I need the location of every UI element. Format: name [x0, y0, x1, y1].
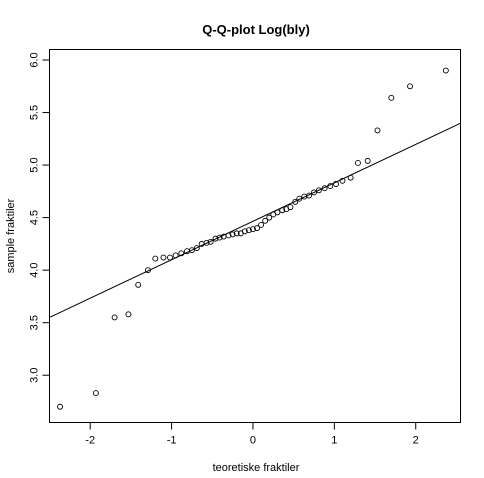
y-tick-label: 5.0 — [29, 157, 41, 172]
data-point — [178, 250, 185, 257]
data-point — [207, 238, 214, 245]
data-point — [327, 183, 334, 190]
data-point — [57, 403, 64, 410]
data-point — [355, 160, 361, 166]
data-point — [266, 214, 273, 221]
y-tick-label: 4.0 — [29, 262, 41, 277]
data-point — [225, 232, 232, 239]
data-point — [374, 127, 381, 134]
data-point — [333, 181, 339, 187]
data-point — [311, 189, 317, 196]
data-point — [262, 217, 269, 224]
data-point — [364, 157, 371, 164]
x-tick-label: -2 — [85, 435, 95, 447]
y-tick-label: 6.0 — [29, 52, 41, 67]
data-point — [315, 187, 322, 194]
data-point — [203, 239, 210, 246]
data-point — [245, 227, 252, 234]
data-point — [172, 252, 179, 259]
x-axis: -2 -1 0 1 2 — [85, 422, 419, 447]
data-point — [125, 311, 132, 318]
data-points — [57, 67, 449, 410]
data-point — [167, 254, 173, 261]
data-point — [135, 281, 142, 288]
y-axis: 3.0 3.5 4.0 4.5 5.0 5.5 6.0 — [29, 52, 50, 383]
x-tick-label: 2 — [413, 435, 419, 447]
y-tick-label: 4.5 — [29, 210, 41, 225]
data-point — [321, 185, 328, 192]
data-point — [287, 204, 294, 211]
data-point — [145, 267, 151, 274]
data-point — [306, 192, 313, 199]
data-point — [292, 198, 299, 205]
y-tick-label: 3.5 — [29, 315, 41, 330]
chart-title: Q-Q-plot Log(bly) — [202, 22, 310, 37]
x-axis-label: teoretiske fraktiler — [213, 462, 300, 474]
x-tick-label: -1 — [167, 435, 177, 447]
data-point — [388, 94, 395, 101]
data-point — [229, 231, 236, 238]
reference-line — [49, 122, 461, 318]
x-tick-label: 0 — [250, 435, 256, 447]
data-point — [442, 67, 449, 74]
data-point — [258, 222, 265, 228]
data-point — [212, 235, 219, 242]
data-point — [339, 177, 346, 184]
plot-frame — [49, 49, 461, 423]
data-point — [92, 390, 99, 397]
data-point — [279, 207, 286, 214]
x-tick-label: 1 — [331, 435, 337, 447]
data-point — [407, 83, 413, 90]
data-point — [188, 247, 195, 254]
data-point — [274, 209, 281, 216]
y-tick-label: 5.5 — [29, 105, 41, 120]
data-point — [254, 225, 260, 232]
data-point — [152, 255, 159, 262]
y-axis-label: sample fraktiler — [5, 198, 17, 273]
data-point — [216, 234, 223, 241]
data-point — [250, 226, 256, 233]
data-point — [347, 174, 354, 181]
data-point — [241, 228, 248, 235]
y-tick-label: 3.0 — [29, 368, 41, 383]
data-point — [160, 254, 167, 261]
data-point — [296, 195, 303, 202]
data-point — [111, 314, 118, 321]
data-point — [233, 230, 240, 237]
data-point — [193, 245, 200, 252]
